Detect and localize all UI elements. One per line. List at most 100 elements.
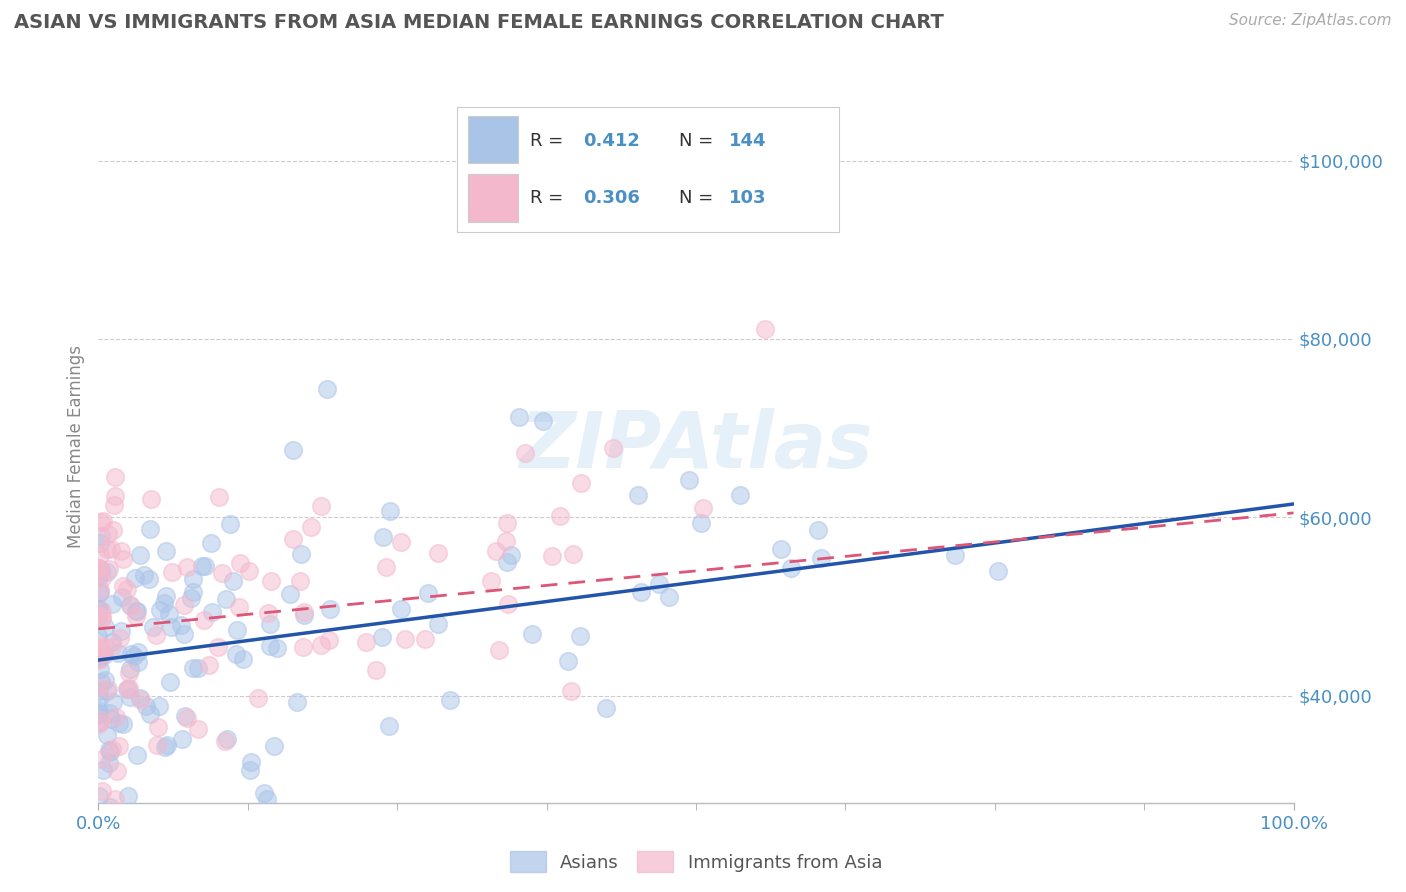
Point [138, 572, 160, 586]
Point [111, 716, 134, 731]
Point [141, 620, 163, 634]
Point [107, 814, 129, 828]
Point [377, 718, 399, 732]
Point [257, 607, 280, 621]
Point [90, 564, 112, 578]
Point [97, 706, 120, 720]
Point [101, 635, 124, 649]
Point [117, 789, 139, 804]
Point [160, 620, 183, 634]
Point [138, 706, 160, 721]
Point [104, 792, 127, 806]
Point [138, 523, 160, 537]
Point [87, 567, 110, 582]
Point [569, 629, 592, 643]
Point [488, 643, 510, 657]
Point [439, 693, 461, 707]
Point [87, 601, 110, 615]
Point [378, 503, 401, 517]
Text: ASIAN VS IMMIGRANTS FROM ASIA MEDIAN FEMALE EARNINGS CORRELATION CHART: ASIAN VS IMMIGRANTS FROM ASIA MEDIAN FEM… [14, 13, 943, 32]
Point [485, 544, 508, 558]
Point [754, 321, 776, 335]
Point [120, 647, 142, 661]
Point [89, 548, 111, 562]
Point [256, 791, 278, 805]
Point [91, 784, 114, 798]
Point [259, 617, 281, 632]
Point [115, 582, 138, 596]
Point [108, 716, 131, 731]
Point [987, 564, 1010, 578]
Point [214, 734, 236, 748]
Point [127, 656, 149, 670]
Point [531, 414, 554, 428]
Point [93, 648, 115, 663]
Point [156, 738, 179, 752]
Point [211, 566, 233, 580]
Point [87, 706, 110, 720]
Point [120, 690, 142, 704]
Point [120, 889, 142, 892]
Point [134, 568, 156, 582]
Point [508, 409, 530, 424]
Point [89, 585, 111, 599]
Point [155, 543, 177, 558]
Point [176, 559, 198, 574]
Point [548, 508, 571, 523]
Point [89, 684, 111, 698]
Point [125, 604, 148, 618]
Point [111, 590, 134, 604]
Point [247, 690, 270, 705]
Point [104, 470, 127, 484]
Point [678, 473, 700, 487]
Point [146, 720, 169, 734]
Point [173, 627, 195, 641]
Point [124, 571, 146, 585]
Point [728, 488, 751, 502]
Point [87, 560, 110, 574]
Point [770, 542, 793, 557]
Point [562, 547, 585, 561]
Point [87, 569, 110, 583]
Point [91, 611, 114, 625]
Point [101, 695, 124, 709]
Point [692, 501, 714, 516]
Point [807, 523, 830, 537]
Point [96, 565, 118, 579]
Point [87, 607, 110, 622]
Point [94, 640, 117, 655]
Point [91, 514, 114, 528]
Point [557, 654, 579, 668]
Point [87, 612, 110, 626]
Point [89, 647, 111, 661]
Point [139, 491, 162, 506]
Point [648, 577, 671, 591]
Point [96, 728, 118, 742]
Point [87, 702, 110, 716]
Point [87, 653, 110, 667]
Point [252, 786, 274, 800]
Point [105, 710, 128, 724]
Point [89, 584, 111, 599]
Point [100, 541, 122, 556]
Point [129, 693, 152, 707]
Point [90, 611, 112, 625]
Point [87, 855, 110, 869]
Point [100, 640, 122, 654]
Point [394, 632, 416, 647]
Point [228, 556, 250, 570]
Point [91, 752, 114, 766]
Point [93, 673, 115, 688]
Point [170, 617, 193, 632]
Point [239, 755, 262, 769]
Point [87, 691, 110, 706]
Point [87, 708, 110, 723]
Point [87, 561, 110, 575]
Point [87, 717, 110, 731]
Point [87, 648, 110, 663]
Point [176, 711, 198, 725]
Y-axis label: Median Female Earnings: Median Female Earnings [66, 344, 84, 548]
Point [105, 764, 128, 778]
Point [128, 691, 150, 706]
Point [238, 564, 260, 578]
